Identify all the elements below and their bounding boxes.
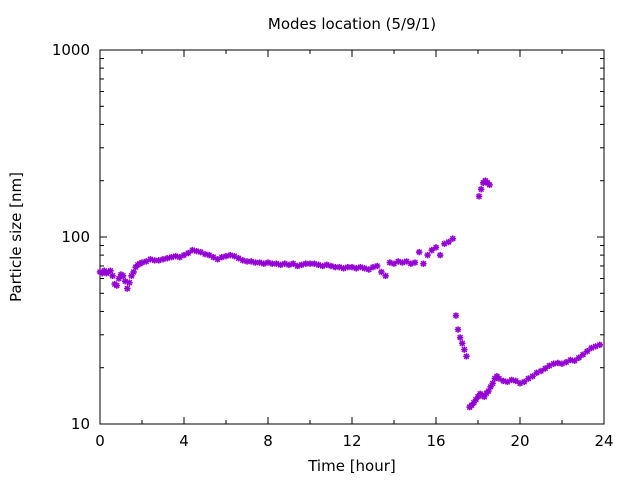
data-point xyxy=(119,272,127,280)
y-tick-label: 10 xyxy=(71,415,90,433)
data-point xyxy=(575,354,582,361)
data-point xyxy=(126,279,133,286)
data-point xyxy=(475,193,483,200)
data-point xyxy=(164,255,171,262)
axis-ticks xyxy=(99,49,605,425)
data-point xyxy=(378,268,385,276)
data-point xyxy=(147,256,154,263)
data-point xyxy=(416,248,423,256)
x-tick-labels: 0 4 8 12 16 20 24 xyxy=(95,432,613,450)
y-tick-label: 1000 xyxy=(52,41,90,59)
data-point xyxy=(374,262,381,270)
data-point xyxy=(542,365,549,372)
data-point xyxy=(382,272,389,280)
data-point xyxy=(445,238,452,246)
data-point xyxy=(420,260,427,267)
data-point xyxy=(124,285,131,292)
y-tick-label: 100 xyxy=(61,228,90,246)
data-point xyxy=(456,334,464,341)
data-point xyxy=(463,353,470,360)
data-point xyxy=(227,251,234,259)
x-tick-label: 12 xyxy=(342,432,361,450)
data-point xyxy=(508,376,515,384)
data-point xyxy=(486,181,493,189)
chart-title: Modes location (5/9/1) xyxy=(268,15,436,33)
x-tick-label: 24 xyxy=(594,432,613,450)
data-point xyxy=(432,244,440,251)
data-point xyxy=(319,262,326,270)
data-point xyxy=(344,263,351,271)
x-tick-label: 0 xyxy=(95,432,105,450)
plot-frame xyxy=(99,49,605,425)
data-point xyxy=(571,357,578,364)
data-point xyxy=(428,246,435,254)
y-tick-labels: 10 100 1000 xyxy=(52,41,90,433)
data-point xyxy=(185,249,192,257)
data-point xyxy=(109,272,116,280)
data-point xyxy=(130,268,137,276)
data-point xyxy=(168,253,175,261)
data-point xyxy=(454,326,462,333)
data-point xyxy=(459,340,466,347)
x-tick-label: 16 xyxy=(426,432,445,450)
data-points xyxy=(96,177,603,411)
data-point xyxy=(437,251,444,259)
data-point xyxy=(113,282,120,289)
data-point xyxy=(477,186,485,193)
x-tick-label: 4 xyxy=(179,432,189,450)
data-point xyxy=(107,267,114,274)
data-point xyxy=(269,260,276,267)
data-point xyxy=(151,257,158,264)
y-axis-label: Particle size [nm] xyxy=(7,172,25,302)
data-point xyxy=(411,259,419,266)
data-point xyxy=(567,356,574,364)
data-point xyxy=(332,263,339,271)
data-point xyxy=(449,235,456,242)
x-tick-label: 20 xyxy=(510,432,529,450)
data-point xyxy=(596,341,603,349)
data-point xyxy=(424,251,431,259)
data-point xyxy=(461,346,468,353)
data-point xyxy=(452,312,460,319)
x-axis-label: Time [hour] xyxy=(307,457,396,475)
data-point xyxy=(500,377,507,385)
x-tick-label: 8 xyxy=(263,432,273,450)
data-point xyxy=(235,255,242,262)
